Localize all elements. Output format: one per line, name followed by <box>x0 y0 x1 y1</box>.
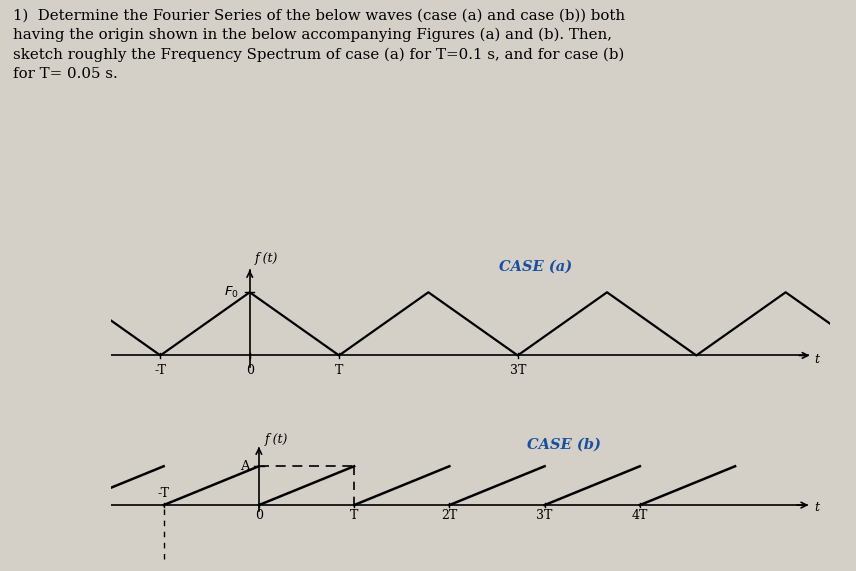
Text: 0: 0 <box>255 509 263 522</box>
Text: T: T <box>350 509 359 522</box>
Text: t: t <box>814 353 819 365</box>
Text: -T: -T <box>158 488 169 500</box>
Text: A: A <box>240 460 249 473</box>
Text: CASE (a): CASE (a) <box>499 259 572 273</box>
Text: 4T: 4T <box>632 509 648 522</box>
Text: CASE (b): CASE (b) <box>526 438 601 452</box>
Text: 1)  Determine the Fourier Series of the below waves (case (a) and case (b)) both: 1) Determine the Fourier Series of the b… <box>13 9 625 81</box>
Text: f (t): f (t) <box>255 252 278 265</box>
Text: f (t): f (t) <box>265 433 288 445</box>
Text: 3T: 3T <box>509 364 526 377</box>
Text: t: t <box>814 501 819 514</box>
Text: -T: -T <box>154 364 166 377</box>
Text: $F_0$: $F_0$ <box>224 285 239 300</box>
Text: 0: 0 <box>246 364 253 377</box>
Text: T: T <box>335 364 343 377</box>
Text: 2T: 2T <box>441 509 457 522</box>
Text: 3T: 3T <box>537 509 553 522</box>
